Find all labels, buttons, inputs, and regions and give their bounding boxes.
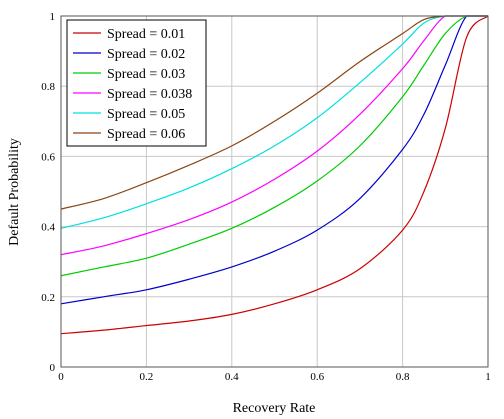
y-tick-label: 0.8	[41, 81, 55, 93]
y-tick-label: 1	[50, 11, 56, 23]
series-line-1	[60, 15, 489, 335]
x-tick-label: 0.8	[396, 371, 410, 383]
series-line-3	[60, 15, 488, 277]
x-tick-label: 0.6	[310, 371, 324, 383]
y-axis-title: Default Probability	[7, 138, 22, 246]
x-axis-title: Recovery Rate	[233, 401, 316, 416]
legend-label: Spread = 0.01	[107, 27, 185, 42]
y-tick-label: 0.4	[41, 222, 55, 234]
x-tick-label: 0	[58, 371, 64, 383]
y-axis-ticks: 0 0.2 0.4 0.6 0.8 1	[41, 11, 55, 374]
grid	[61, 16, 488, 367]
plot-area-frame	[60, 15, 489, 368]
y-tick-label: 0.6	[41, 151, 55, 163]
legend-label: Spread = 0.02	[107, 47, 185, 62]
x-tick-label: 0.2	[140, 371, 154, 383]
series-line-2	[60, 15, 488, 305]
legend: Spread = 0.01 Spread = 0.02 Spread = 0.03 S…	[66, 19, 207, 147]
legend-label: Spread = 0.038	[107, 87, 192, 102]
legend-label: Spread = 0.03	[107, 67, 185, 82]
x-tick-label: 1	[485, 371, 491, 383]
legend-label: Spread = 0.05	[107, 107, 185, 122]
x-axis-ticks: 0 0.2 0.4 0.6 0.8 1	[58, 371, 491, 383]
y-tick-label: 0	[50, 362, 56, 374]
legend-box	[66, 19, 207, 147]
y-tick-label: 0.2	[41, 292, 55, 304]
legend-label: Spread = 0.06	[107, 127, 185, 142]
x-tick-label: 0.4	[225, 371, 239, 383]
